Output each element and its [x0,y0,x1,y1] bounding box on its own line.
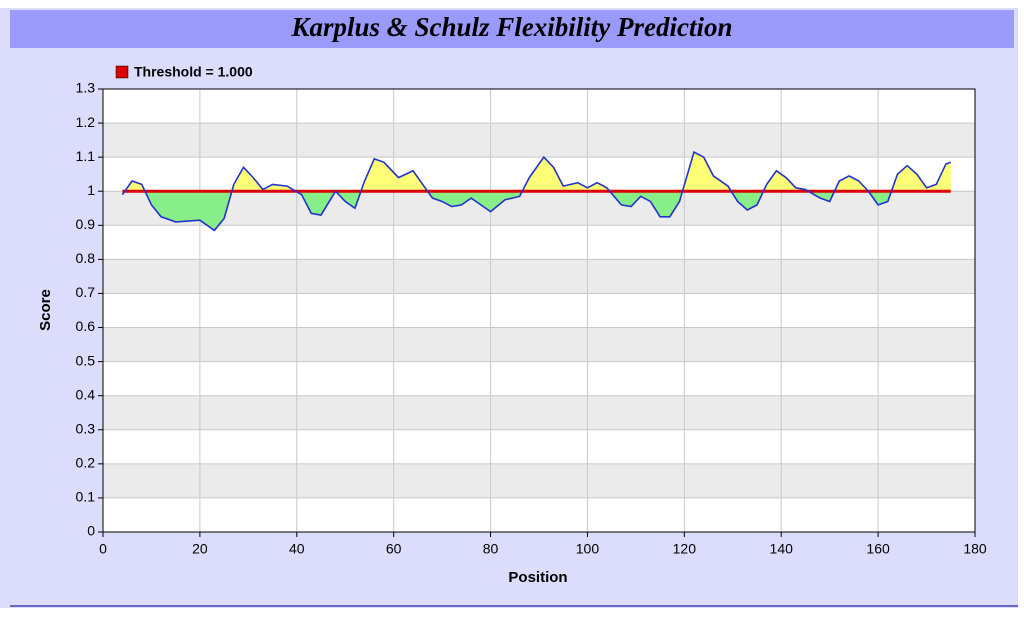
x-axis-label: Position [508,569,567,586]
y-tick-label: 0.4 [76,386,96,402]
legend-swatch [115,65,129,79]
x-tick-label: 160 [866,541,890,557]
chart-title: Karplus & Schulz Flexibility Prediction [290,12,732,42]
grid-band [103,327,975,362]
y-tick-label: 1.2 [76,114,96,130]
x-tick-label: 100 [576,541,600,557]
y-axis-label: Score [37,289,54,331]
grid-band [103,259,975,294]
y-tick-label: 0.6 [76,318,96,334]
x-tick-label: 120 [673,541,697,557]
x-tick-label: 20 [192,541,208,557]
plot-border [102,88,976,533]
x-tick-label: 60 [386,541,402,557]
x-tick-label: 40 [289,541,305,557]
y-tick-label: 1 [87,182,95,198]
title-bar [10,10,1014,48]
y-tick-label: 0.1 [76,489,96,505]
y-tick-label: 0.9 [76,216,96,232]
y-tick-label: 1.3 [76,80,96,96]
grid-band [103,395,975,430]
area-above [124,152,951,192]
grid-band [103,463,975,498]
y-tick-label: 0.2 [76,455,96,471]
y-tick-label: 0.8 [76,250,96,266]
grid-band [103,123,975,158]
y-tick-label: 0.7 [76,284,96,300]
grid-band [103,191,975,226]
y-tick-label: 1.1 [76,148,96,164]
x-tick-label: 0 [99,541,107,557]
y-tick-label: 0 [87,523,95,539]
y-tick-label: 0.3 [76,420,96,436]
x-tick-label: 140 [770,541,794,557]
line [121,150,952,232]
legend-label: Threshold = 1.000 [134,64,253,80]
x-tick-label: 80 [483,541,499,557]
y-tick-label: 0.5 [76,352,96,368]
x-tick-label: 180 [963,541,987,557]
